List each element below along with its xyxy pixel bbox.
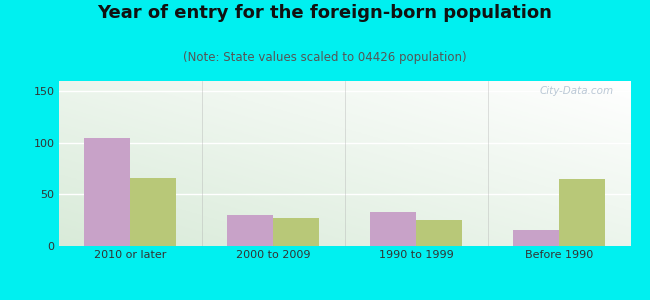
Text: City-Data.com: City-Data.com bbox=[540, 86, 614, 96]
Text: Year of entry for the foreign-born population: Year of entry for the foreign-born popul… bbox=[98, 4, 552, 22]
Bar bbox=[84, 138, 130, 246]
Bar bbox=[227, 215, 273, 246]
Text: (Note: State values scaled to 04426 population): (Note: State values scaled to 04426 popu… bbox=[183, 51, 467, 64]
Bar bbox=[514, 230, 559, 246]
Bar bbox=[273, 218, 318, 246]
Legend: 04426, Maine: 04426, Maine bbox=[266, 298, 422, 300]
Bar bbox=[559, 179, 604, 246]
Bar bbox=[130, 178, 176, 246]
Bar bbox=[416, 220, 462, 246]
Bar bbox=[370, 212, 416, 246]
